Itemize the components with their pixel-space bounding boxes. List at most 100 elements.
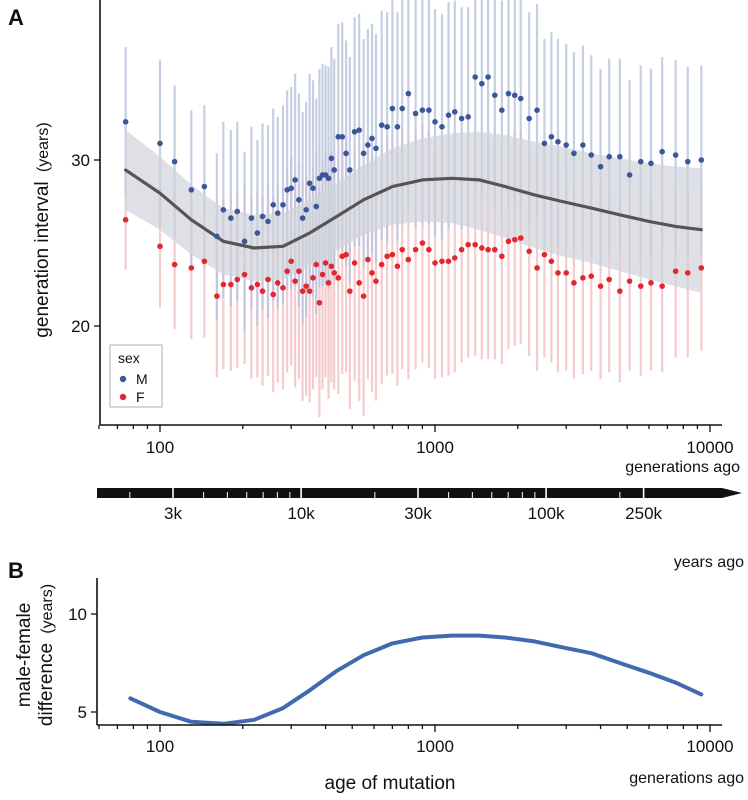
female-point (439, 258, 445, 265)
male-point (384, 124, 390, 130)
female-point (659, 283, 665, 289)
male-point (343, 150, 349, 157)
female-point (254, 281, 261, 288)
male-point (492, 92, 498, 99)
panel-b-x-ticks: 100 1000 10000 (98, 725, 734, 756)
male-point (274, 210, 281, 216)
smooth-confidence-band (125, 130, 702, 293)
male-point (328, 155, 335, 162)
male-point (288, 185, 295, 192)
female-point (597, 283, 604, 289)
female-point (698, 265, 705, 271)
female-point (270, 291, 276, 298)
x-tick-label: 100 (146, 438, 174, 457)
female-point (563, 270, 570, 276)
female-point (399, 246, 406, 253)
male-point (306, 180, 313, 187)
male-point (265, 218, 271, 225)
female-point (394, 263, 401, 270)
female-point (292, 278, 298, 284)
male-point (365, 142, 371, 148)
female-point (526, 248, 532, 255)
male-point (606, 153, 613, 160)
panel-a-y-tick-label: 20 (71, 317, 90, 336)
x-tick-label: 100 (146, 737, 174, 756)
male-point (597, 163, 604, 170)
legend-title: sex (118, 350, 140, 366)
female-point (122, 216, 129, 223)
male-point (220, 207, 227, 213)
male-point (541, 140, 548, 147)
male-point (228, 215, 234, 221)
male-point (313, 203, 320, 210)
male-point (672, 152, 679, 158)
panel-b-x-unit-label: generations ago (629, 770, 744, 787)
female-point (331, 270, 338, 276)
male-point (617, 153, 623, 160)
female-point (303, 283, 309, 289)
legend-male-label: M (136, 371, 148, 387)
panel-b-letter: B (8, 558, 24, 583)
male-point (259, 213, 266, 220)
male-point (356, 127, 362, 133)
timeline-unit-label: years ago (674, 554, 744, 571)
female-point (369, 270, 375, 276)
female-point (511, 236, 518, 243)
male-point (122, 119, 129, 125)
female-point (299, 288, 306, 294)
female-point (296, 268, 302, 275)
female-point (426, 246, 432, 253)
male-point (479, 80, 485, 87)
timeline-tick-label: 250k (625, 504, 662, 523)
male-point (360, 150, 367, 157)
male-point (303, 207, 309, 213)
timeline-tick-label: 100k (528, 504, 565, 523)
legend-male-marker (119, 375, 127, 383)
male-point (485, 74, 491, 80)
female-point (365, 256, 371, 263)
panel-b-y-ticks: 5 10 (68, 605, 97, 722)
female-point (356, 280, 362, 286)
male-point (499, 107, 505, 113)
female-point (306, 288, 313, 294)
female-point (234, 276, 241, 283)
timeline-tick-label: 3k (164, 504, 182, 523)
male-points (122, 74, 705, 245)
male-point (310, 185, 316, 192)
female-point (373, 278, 379, 284)
male-point (254, 230, 261, 236)
male-point (405, 90, 412, 97)
male-point (548, 133, 555, 140)
female-point (626, 278, 633, 284)
male-point (534, 107, 540, 113)
male-point (505, 90, 512, 97)
female-point (241, 271, 248, 278)
female-point (458, 246, 465, 253)
legend-female-label: F (136, 389, 145, 405)
panel-a-y-tick-label: 30 (71, 151, 90, 170)
male-point (351, 128, 358, 135)
timeline-major-ticks: 3k 10k 30k 100k 250k (164, 488, 663, 523)
female-point (637, 283, 644, 289)
male-point (171, 158, 178, 165)
panel-b-y-tick-label: 10 (68, 605, 87, 624)
female-point (280, 285, 286, 291)
panel-b-y-title: male-female difference (years) (14, 584, 57, 726)
female-point (248, 285, 255, 291)
svg-text:difference (years): difference (years) (36, 584, 57, 726)
female-point (384, 253, 390, 260)
male-point (445, 112, 452, 118)
x-tick-label: 1000 (416, 737, 454, 756)
female-point (316, 299, 323, 306)
x-tick-label: 10000 (686, 737, 733, 756)
years-ago-timeline: 3k 10k 30k 100k 250k years ago (97, 488, 744, 571)
female-point (479, 245, 485, 251)
male-point (280, 202, 286, 208)
male-point (299, 215, 306, 221)
male-point (389, 105, 396, 112)
male-point (188, 187, 195, 193)
male-point (419, 107, 426, 113)
male-point (659, 148, 665, 155)
male-point (511, 92, 518, 99)
